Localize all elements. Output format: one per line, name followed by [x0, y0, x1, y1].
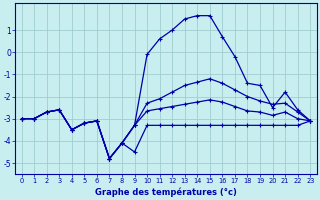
X-axis label: Graphe des températures (°c): Graphe des températures (°c) — [95, 187, 237, 197]
